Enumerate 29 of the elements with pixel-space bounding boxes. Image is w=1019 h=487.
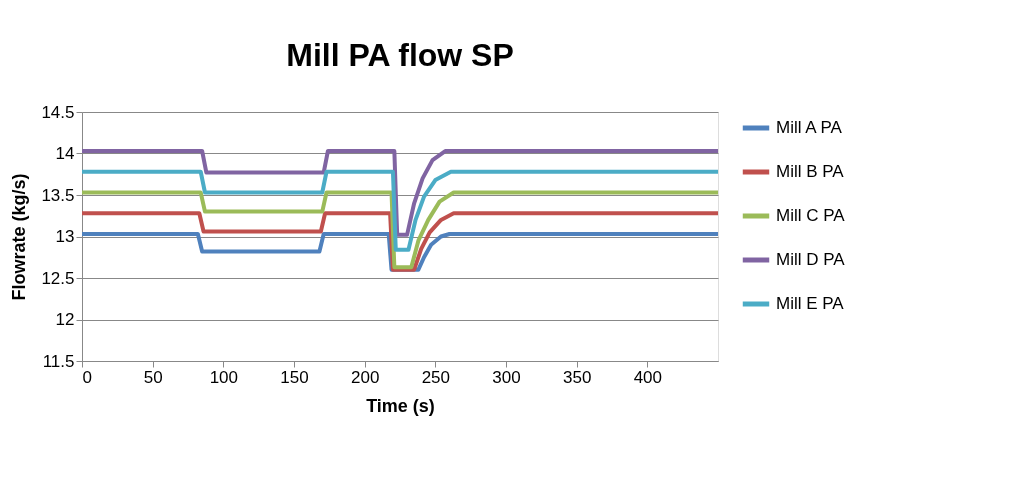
line-series [80,149,720,237]
chart-title: Mill PA flow SP [286,37,514,73]
x-tick-label: 0 [82,367,92,387]
x-tick-label: 300 [492,367,521,387]
legend-label: Mill D PA [776,250,846,269]
x-tick-label: 350 [562,367,592,387]
y-axis-title: Flowrate (kg/s) [9,173,30,301]
y-tick-label: 11.5 [42,351,75,371]
legend-label: Mill C PA [776,206,846,225]
x-tick-label: 250 [421,367,451,387]
x-axis-title: Time (s) [366,395,435,416]
x-tick-label: 200 [350,367,380,387]
line-series [80,211,720,272]
line-series [80,169,720,252]
x-tick-label: 400 [633,367,663,387]
y-tick-label: 14 [55,144,75,163]
y-tick-label: 13.5 [41,185,75,205]
legend-label: Mill A PA [776,118,843,137]
line-series [80,190,720,270]
line-series [80,232,720,272]
legend-label: Mill E PA [776,294,845,313]
y-tick-label: 12.5 [41,268,75,288]
legend-label: Mill B PA [776,162,845,181]
y-tick-label: 12 [55,310,75,329]
y-tick-label: 13 [55,227,75,246]
y-tick-label: 14.5 [41,102,75,122]
x-tick-label: 150 [280,367,309,387]
x-tick-label: 100 [209,367,239,387]
x-tick-label: 50 [143,367,163,387]
